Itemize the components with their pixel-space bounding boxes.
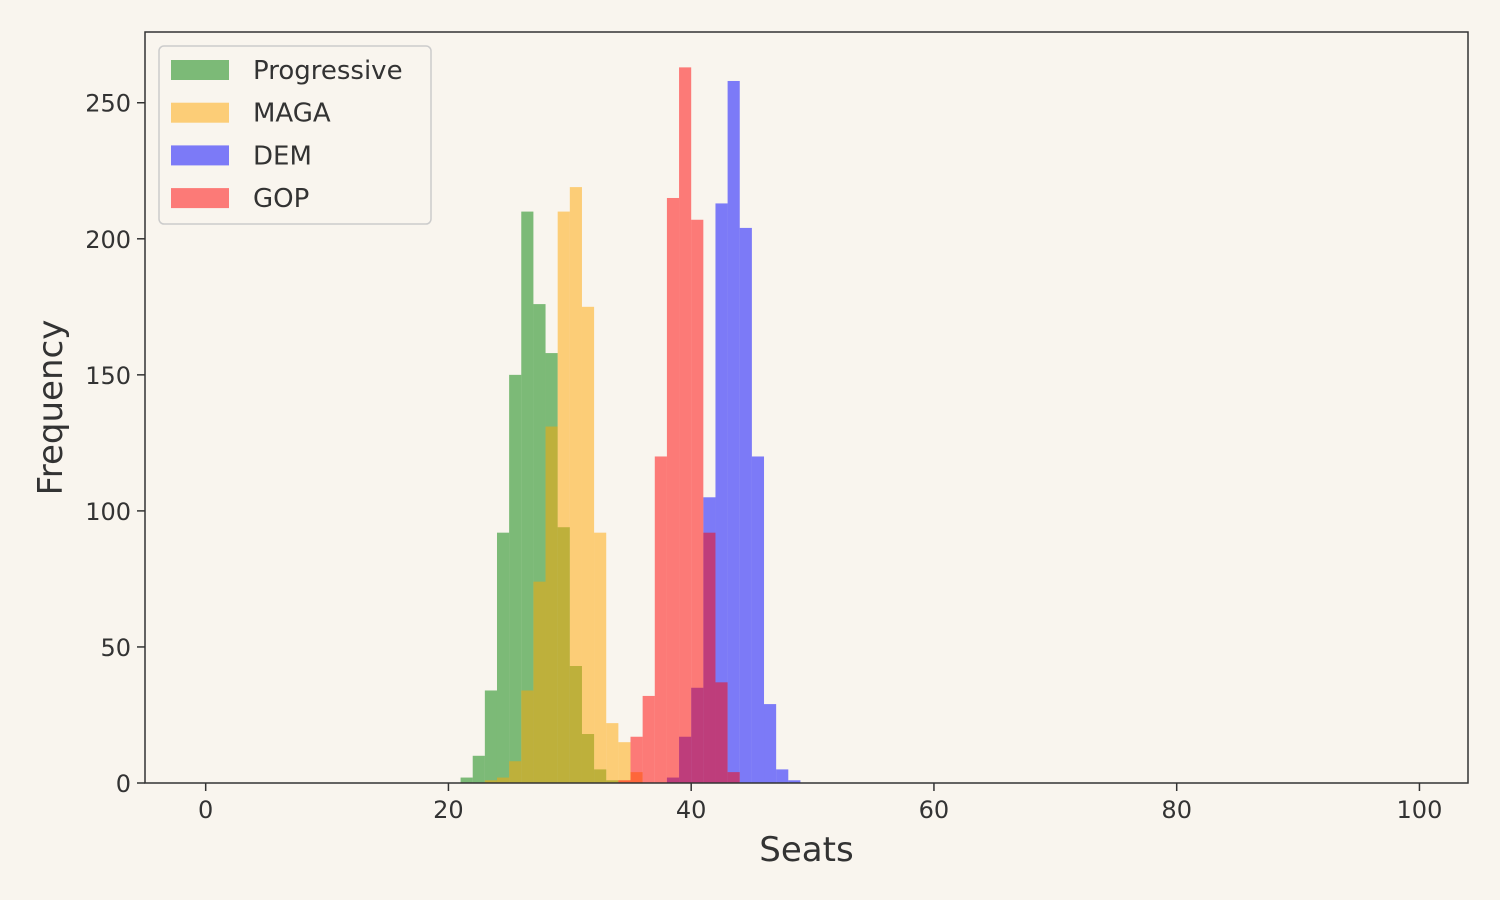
histogram-bar bbox=[509, 761, 522, 783]
legend-label: DEM bbox=[253, 141, 312, 171]
histogram-bar bbox=[496, 532, 510, 783]
histogram-bar bbox=[557, 211, 570, 783]
y-tick-label: 250 bbox=[85, 90, 131, 118]
y-tick-label: 150 bbox=[85, 362, 131, 390]
x-axis-label: Seats bbox=[759, 830, 853, 870]
histogram-bar bbox=[545, 426, 558, 783]
histogram-bar bbox=[630, 736, 643, 783]
plot-area bbox=[460, 67, 801, 784]
x-tick-label: 60 bbox=[919, 796, 950, 824]
histogram-bar bbox=[581, 306, 595, 783]
histogram-bar bbox=[715, 203, 728, 783]
y-tick-label: 100 bbox=[85, 498, 131, 526]
legend-swatch bbox=[171, 188, 229, 209]
y-axis: 0 50 100 150 200 250 bbox=[85, 90, 145, 798]
histogram-bar bbox=[484, 780, 497, 783]
histogram-bar bbox=[654, 456, 667, 783]
histogram-bar bbox=[727, 772, 740, 783]
histogram-bar bbox=[606, 723, 619, 783]
x-tick-label: 80 bbox=[1161, 796, 1192, 824]
histogram-bar bbox=[666, 197, 680, 784]
histogram-bar bbox=[521, 211, 534, 783]
series-maga bbox=[484, 187, 643, 783]
histogram-bar bbox=[751, 456, 765, 783]
histogram-bar bbox=[618, 780, 631, 783]
legend-swatch bbox=[171, 60, 229, 80]
legend-swatch bbox=[171, 102, 229, 123]
legend-box bbox=[158, 45, 432, 225]
x-tick-label: 40 bbox=[676, 796, 707, 824]
histogram-bar bbox=[727, 80, 740, 783]
histogram-bar bbox=[788, 780, 801, 783]
histogram-bar bbox=[739, 227, 752, 784]
histogram-bar bbox=[569, 187, 582, 783]
x-tick-label: 20 bbox=[433, 796, 464, 824]
legend-swatch bbox=[171, 145, 229, 166]
x-tick-label: 0 bbox=[198, 796, 213, 824]
y-tick-label: 200 bbox=[85, 226, 131, 254]
histogram-bar bbox=[715, 682, 728, 783]
histogram-bar bbox=[509, 374, 522, 783]
x-tick-label: 100 bbox=[1397, 796, 1443, 824]
histogram-bar bbox=[521, 690, 534, 783]
legend-label: MAGA bbox=[253, 99, 331, 129]
histogram-bar bbox=[679, 67, 692, 784]
plot-frame bbox=[144, 31, 1469, 784]
y-tick-label: 50 bbox=[100, 634, 131, 662]
histogram-bar bbox=[533, 581, 546, 783]
histogram-bar bbox=[618, 742, 631, 783]
legend-label: GOP bbox=[253, 184, 309, 214]
histogram-bar bbox=[691, 219, 704, 783]
y-axis-label: Frequency bbox=[31, 320, 71, 496]
histogram-bar bbox=[472, 755, 485, 783]
histogram-bar bbox=[642, 695, 655, 783]
histogram-bar bbox=[460, 777, 473, 783]
histogram-bar bbox=[594, 532, 607, 783]
histogram-bar bbox=[496, 777, 510, 783]
series-gop bbox=[618, 67, 740, 784]
x-axis: 0 20 40 60 80 100 bbox=[198, 783, 1442, 824]
histogram-bar bbox=[703, 532, 716, 783]
histogram-bar bbox=[776, 769, 789, 783]
histogram-bar bbox=[764, 704, 777, 783]
histogram-bar bbox=[484, 690, 497, 783]
legend: Progressive MAGA DEM GOP bbox=[158, 45, 432, 225]
y-tick-label: 0 bbox=[116, 770, 131, 798]
legend-label: Progressive bbox=[253, 56, 403, 86]
